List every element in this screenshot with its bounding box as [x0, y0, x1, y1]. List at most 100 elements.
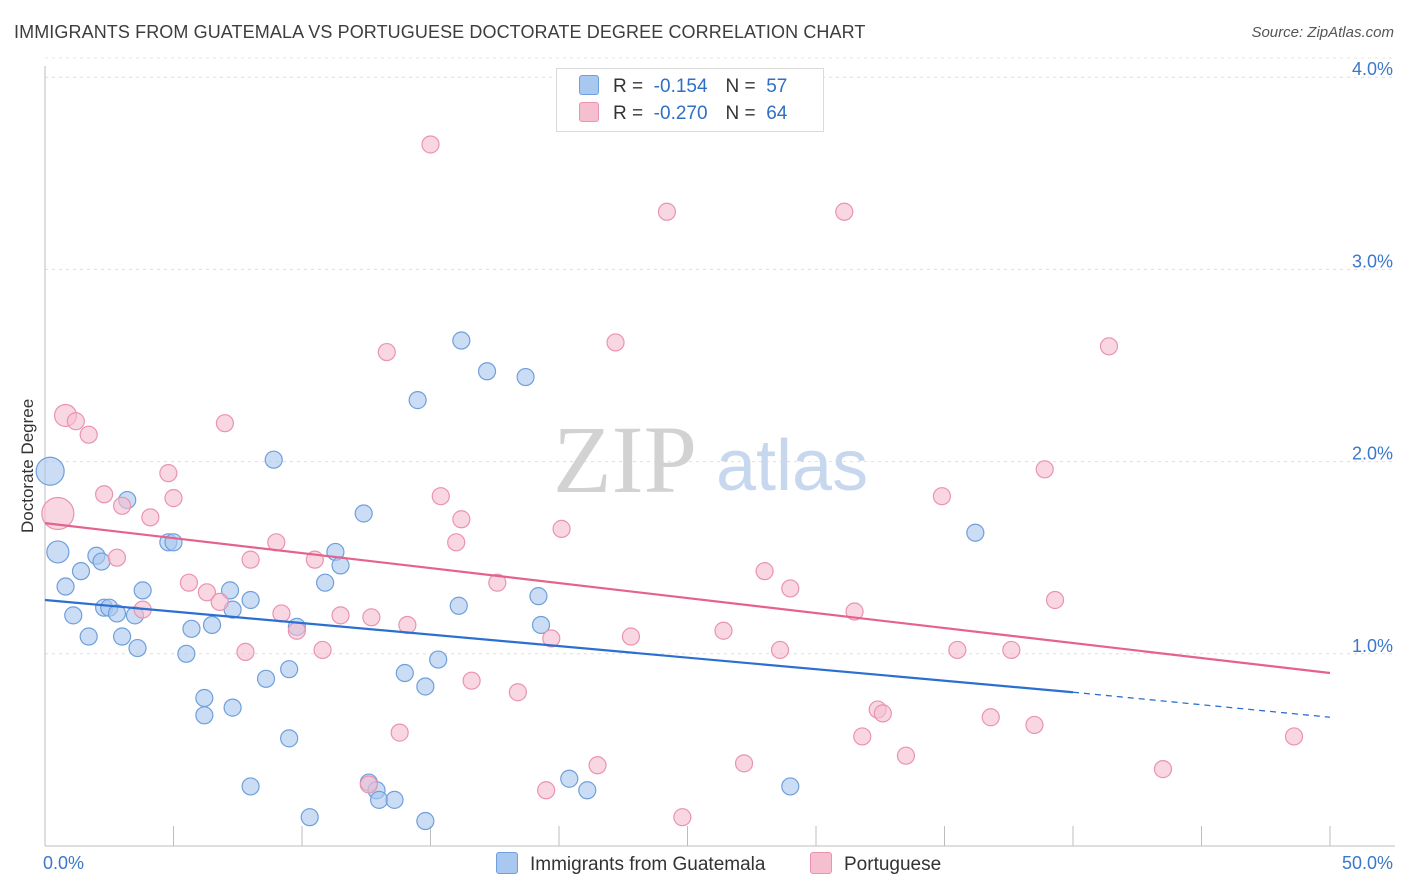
trendline-guatemala-extension: [1072, 691, 1331, 718]
point-guatemala: [64, 606, 83, 625]
bottom-legend-swatch-portuguese: [810, 852, 832, 874]
point-guatemala: [529, 587, 548, 606]
point-portuguese: [179, 573, 199, 592]
point-guatemala: [202, 615, 222, 635]
point-portuguese: [755, 562, 774, 581]
point-portuguese: [932, 487, 952, 506]
watermark-atlas: atlas: [716, 426, 868, 506]
point-guatemala: [241, 590, 260, 610]
watermark: ZIP atlas: [553, 406, 868, 513]
point-portuguese: [331, 606, 350, 625]
legend-n-value: 64: [766, 103, 788, 124]
point-portuguese: [287, 621, 306, 640]
point-portuguese: [215, 414, 234, 433]
point-portuguese: [236, 642, 255, 661]
point-portuguese: [210, 592, 229, 612]
y-tick-label: 1.0%: [1352, 636, 1393, 656]
y-tick-label: 3.0%: [1352, 251, 1393, 271]
legend-row-portuguese: R = -0.270 N = 64: [579, 102, 787, 126]
trendline-guatemala: [44, 598, 1074, 694]
point-guatemala: [452, 331, 471, 350]
point-guatemala: [92, 552, 111, 571]
point-guatemala: [416, 677, 435, 696]
point-guatemala: [195, 688, 214, 708]
legend-n-label: N =: [725, 76, 756, 97]
bottom-legend-portuguese: Portuguese: [810, 852, 941, 876]
point-portuguese: [896, 746, 916, 765]
point-guatemala: [56, 577, 75, 596]
point-portuguese: [1153, 760, 1173, 779]
legend-r-label: R =: [613, 76, 644, 97]
point-portuguese: [313, 640, 332, 660]
point-guatemala: [128, 638, 147, 658]
bottom-legend-label-portuguese: Portuguese: [844, 854, 942, 875]
point-portuguese: [141, 508, 160, 527]
point-guatemala: [220, 581, 240, 600]
point-portuguese: [552, 519, 571, 538]
point-portuguese: [981, 708, 1000, 727]
point-guatemala: [416, 811, 435, 831]
watermark-zip: ZIP: [553, 406, 697, 513]
source-label: Source: ZipAtlas.com: [1251, 24, 1394, 41]
point-portuguese: [112, 496, 132, 515]
point-guatemala: [107, 604, 127, 623]
point-portuguese: [1284, 727, 1304, 746]
point-portuguese: [447, 533, 466, 552]
point-portuguese: [107, 548, 127, 567]
bottom-legend-swatch-guatemala: [496, 852, 518, 874]
point-guatemala: [79, 627, 98, 646]
y-tick-label: 2.0%: [1352, 444, 1393, 464]
tick-labels: 1.0% 2.0% 3.0% 4.0% 0.0% 50.0%: [43, 59, 1393, 873]
point-portuguese: [781, 579, 800, 598]
point-portuguese: [508, 683, 527, 702]
point-portuguese: [770, 640, 790, 660]
point-portuguese: [588, 756, 607, 775]
point-portuguese: [606, 333, 625, 352]
point-portuguese: [164, 489, 183, 508]
bottom-legend-label-guatemala: Immigrants from Guatemala: [530, 854, 766, 875]
point-guatemala: [223, 698, 242, 717]
point-guatemala: [449, 596, 468, 615]
point-portuguese: [835, 202, 854, 221]
point-guatemala: [408, 391, 427, 410]
point-portuguese: [452, 510, 471, 529]
point-portuguese: [241, 550, 260, 569]
point-guatemala: [395, 663, 414, 683]
point-portuguese: [734, 754, 754, 773]
point-portuguese: [66, 412, 85, 431]
point-guatemala: [195, 706, 214, 725]
point-portuguese: [197, 583, 217, 602]
series-portuguese-points: [41, 135, 1304, 827]
point-guatemala: [280, 729, 299, 748]
point-portuguese: [1035, 460, 1054, 479]
point-guatemala: [966, 523, 985, 542]
point-guatemala: [112, 627, 132, 646]
correlation-legend: R = -0.154 N = 57 R = -0.270 N = 64: [556, 68, 824, 132]
point-portuguese: [948, 640, 967, 660]
chart-title: IMMIGRANTS FROM GUATEMALA VS PORTUGUESE …: [14, 22, 866, 42]
point-portuguese: [845, 602, 864, 621]
x-tick-label: 0.0%: [43, 853, 84, 873]
axes: [44, 66, 1395, 847]
point-portuguese: [853, 727, 872, 746]
point-guatemala: [71, 562, 91, 581]
point-guatemala: [560, 769, 579, 788]
point-guatemala: [182, 619, 201, 638]
y-axis-title: Doctorate Degree: [18, 399, 37, 533]
legend-row-guatemala: R = -0.154 N = 57: [579, 75, 787, 99]
point-portuguese: [462, 671, 481, 690]
point-guatemala: [578, 781, 597, 800]
point-guatemala: [35, 456, 65, 486]
point-portuguese: [421, 135, 440, 154]
point-portuguese: [159, 464, 178, 483]
legend-n-value: 57: [766, 76, 788, 97]
point-guatemala: [256, 669, 276, 688]
point-guatemala: [781, 777, 800, 796]
point-guatemala: [264, 450, 283, 469]
bottom-legend-guatemala: Immigrants from Guatemala: [496, 852, 765, 876]
point-guatemala: [177, 644, 196, 663]
point-portuguese: [1045, 590, 1065, 610]
point-portuguese: [79, 425, 98, 444]
y-tick-label: 4.0%: [1352, 59, 1393, 79]
